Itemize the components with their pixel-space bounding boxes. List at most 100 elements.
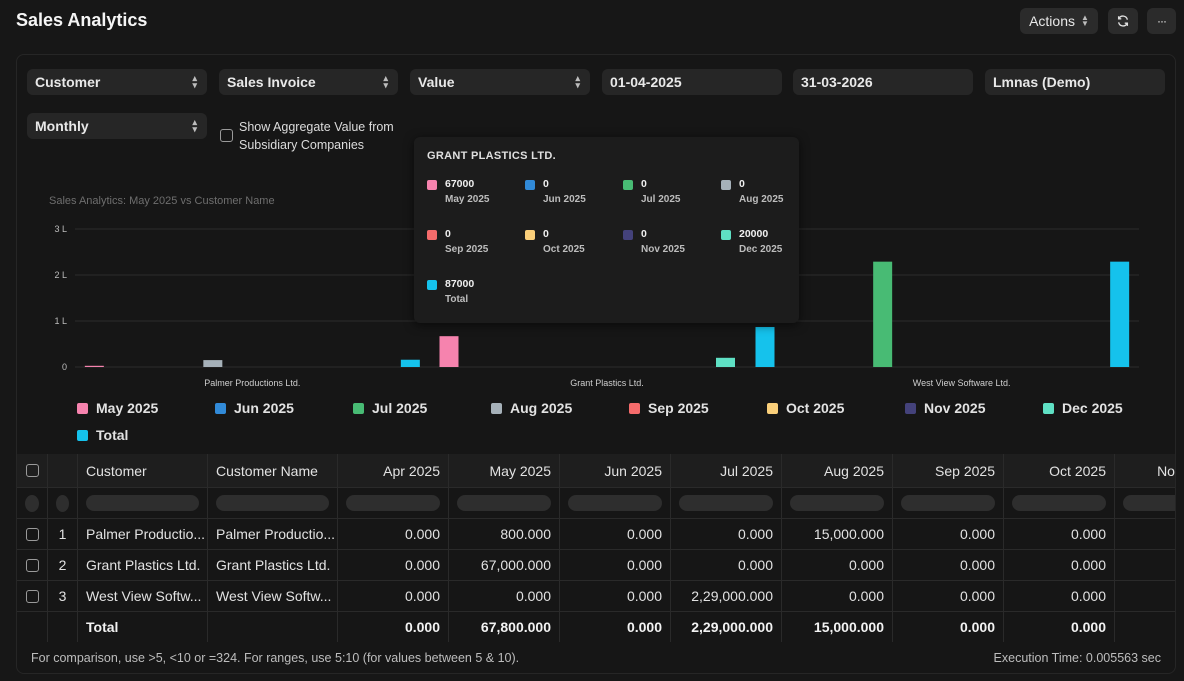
filter-input[interactable] [790, 495, 884, 511]
table-cell[interactable]: Palmer Productio... [208, 519, 338, 549]
column-header[interactable]: Aug 2025 [782, 454, 893, 487]
row-checkbox[interactable] [25, 527, 39, 541]
table-cell[interactable]: 15,000.000 [782, 519, 893, 549]
bar-dec-2025[interactable] [716, 357, 735, 367]
table-cell[interactable]: 0.000 [782, 550, 893, 580]
column-header[interactable]: Jun 2025 [560, 454, 671, 487]
column-header[interactable]: Apr 2025 [338, 454, 449, 487]
table-cell[interactable]: 0.000 [338, 550, 449, 580]
legend-item[interactable]: Oct 2025 [767, 400, 844, 416]
total-cell: 0.000 [560, 612, 671, 642]
from-date-input[interactable]: 01-04-2025 [602, 69, 782, 95]
table-cell[interactable] [1115, 519, 1175, 549]
table-cell[interactable]: 0.000 [560, 581, 671, 611]
legend-item[interactable]: Jul 2025 [353, 400, 427, 416]
more-button[interactable]: ··· [1147, 8, 1176, 34]
bar-total[interactable] [755, 326, 775, 367]
column-header[interactable]: Oct 2025 [1004, 454, 1115, 487]
column-header[interactable]: Customer [78, 454, 208, 487]
column-header[interactable]: May 2025 [449, 454, 560, 487]
bar-may-2025[interactable] [84, 365, 104, 367]
column-header[interactable]: Customer Name [208, 454, 338, 487]
table-cell[interactable]: Grant Plastics Ltd. [208, 550, 338, 580]
tooltip-swatch [427, 230, 437, 240]
company-input[interactable]: Lmnas (Demo) [985, 69, 1165, 95]
table-cell[interactable]: 0.000 [671, 550, 782, 580]
filter-input[interactable] [568, 495, 662, 511]
table-row[interactable]: 1 Palmer Productio... Palmer Productio... 0… [17, 519, 1175, 550]
column-header[interactable]: Nov 2025 [1115, 454, 1175, 487]
table-row[interactable]: 2 Grant Plastics Ltd. Grant Plastics Ltd. 0… [17, 550, 1175, 581]
table-cell[interactable]: Grant Plastics Ltd. [78, 550, 208, 580]
table-cell[interactable]: West View Softw... [78, 581, 208, 611]
table-cell[interactable]: 0.000 [1004, 581, 1115, 611]
filter-input[interactable] [457, 495, 551, 511]
table-cell[interactable]: 0.000 [893, 519, 1004, 549]
bar-total[interactable] [400, 359, 420, 367]
table-cell[interactable]: 67,000.000 [449, 550, 560, 580]
row-checkbox[interactable] [25, 558, 39, 572]
column-header[interactable]: Jul 2025 [671, 454, 782, 487]
tree-type-select[interactable]: Customer ▴ ▾ [27, 69, 207, 95]
row-checkbox[interactable] [25, 464, 39, 477]
filter-input[interactable] [86, 495, 199, 511]
row-checkbox[interactable] [25, 589, 39, 603]
tooltip-swatch [525, 180, 535, 190]
table-cell[interactable]: West View Softw... [208, 581, 338, 611]
filter-input[interactable] [216, 495, 329, 511]
legend-item[interactable]: Jun 2025 [215, 400, 294, 416]
table-cell[interactable]: 0.000 [1004, 519, 1115, 549]
filter-row [17, 488, 1175, 519]
table-row[interactable]: 3 West View Softw... West View Softw... 0.0… [17, 581, 1175, 612]
legend-item[interactable]: Sep 2025 [629, 400, 709, 416]
filter-input[interactable] [346, 495, 440, 511]
doc-type-value: Sales Invoice [227, 74, 316, 90]
legend-item[interactable]: Total [77, 427, 128, 443]
table-cell[interactable] [1115, 581, 1175, 611]
filter-input[interactable] [1012, 495, 1106, 511]
legend-label: Oct 2025 [786, 400, 845, 416]
y-tick-label: 1 L [54, 316, 67, 326]
filter-input[interactable] [1123, 495, 1175, 511]
table-cell[interactable]: 0.000 [338, 519, 449, 549]
refresh-button[interactable] [1108, 8, 1138, 34]
filter-input[interactable] [679, 495, 773, 511]
legend-item[interactable]: May 2025 [77, 400, 158, 416]
table-cell[interactable]: 0.000 [560, 550, 671, 580]
legend-label: Aug 2025 [510, 400, 573, 416]
table-cell[interactable]: 0.000 [560, 519, 671, 549]
bar-jul-2025[interactable] [873, 261, 893, 367]
table-cell[interactable]: 0.000 [449, 581, 560, 611]
legend-item[interactable]: Aug 2025 [491, 400, 572, 416]
range-select[interactable]: Monthly ▴ ▾ [27, 113, 207, 139]
actions-button[interactable]: Actions ▲ ▼ [1020, 8, 1098, 34]
table-cell[interactable]: 0.000 [782, 581, 893, 611]
table-cell[interactable]: Palmer Productio... [78, 519, 208, 549]
x-tick-label: West View Software Ltd. [913, 378, 1011, 388]
table-cell[interactable]: 0.000 [893, 581, 1004, 611]
table-cell[interactable]: 800.000 [449, 519, 560, 549]
table-cell[interactable]: 0.000 [671, 519, 782, 549]
table-cell[interactable]: 0.000 [338, 581, 449, 611]
bar-total[interactable] [1110, 261, 1130, 367]
chevron-updown-icon: ▲ ▼ [1081, 13, 1089, 28]
chevron-updown-icon: ▴ ▾ [192, 73, 197, 90]
x-tick-label: Palmer Productions Ltd. [204, 378, 300, 388]
legend-item[interactable]: Dec 2025 [1043, 400, 1123, 416]
company-value: Lmnas (Demo) [993, 74, 1091, 90]
table-cell[interactable]: 2,29,000.000 [671, 581, 782, 611]
table-cell[interactable] [1115, 550, 1175, 580]
to-date-input[interactable]: 31-03-2026 [793, 69, 973, 95]
aggregate-checkbox[interactable] [220, 129, 233, 142]
legend-label: Sep 2025 [648, 400, 709, 416]
column-header[interactable]: Sep 2025 [893, 454, 1004, 487]
filter-input[interactable] [901, 495, 995, 511]
value-quantity-select[interactable]: Value ▴ ▾ [410, 69, 590, 95]
table-cell[interactable]: 0.000 [893, 550, 1004, 580]
legend-item[interactable]: Nov 2025 [905, 400, 985, 416]
table-cell[interactable]: 0.000 [1004, 550, 1115, 580]
bar-aug-2025[interactable] [203, 360, 223, 367]
tree-type-value: Customer [35, 74, 101, 90]
doc-type-select[interactable]: Sales Invoice ▴ ▾ [219, 69, 398, 95]
bar-may-2025[interactable] [439, 336, 459, 367]
